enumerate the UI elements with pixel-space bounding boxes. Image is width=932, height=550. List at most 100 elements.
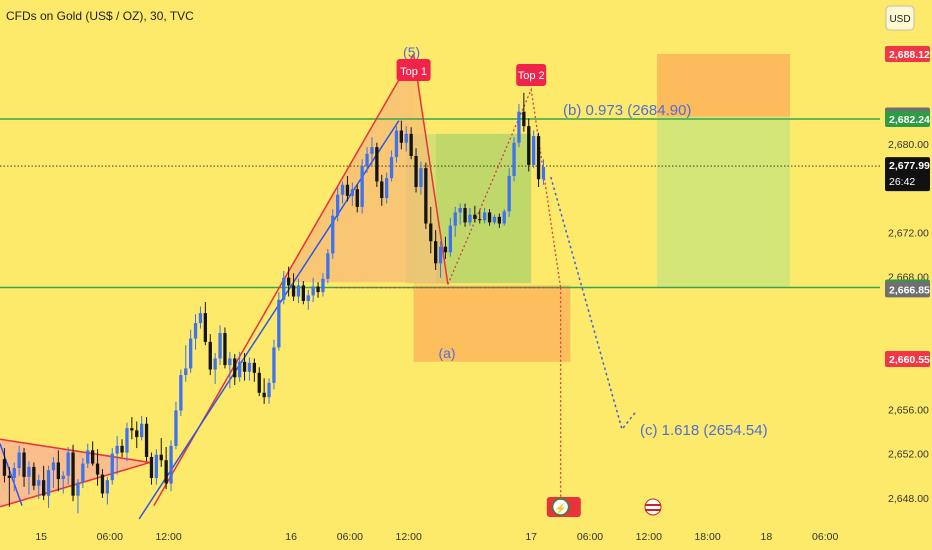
- price-label: 2,688.12: [889, 49, 930, 61]
- candle-body: [365, 153, 369, 166]
- x-tick-label: 15: [35, 531, 47, 543]
- candle-body: [125, 428, 129, 453]
- price-label-bg: [885, 157, 930, 192]
- candle-body: [336, 194, 340, 216]
- candle-body: [120, 445, 124, 453]
- candle-body: [282, 277, 286, 300]
- candle-body: [385, 178, 389, 199]
- wave-c-label: (c) 1.618 (2654.54): [640, 422, 768, 439]
- candle-body: [174, 410, 178, 446]
- candle-body: [434, 241, 438, 264]
- wave-a-target-zone: [413, 285, 571, 362]
- candle-body: [61, 475, 65, 480]
- candle-body: [399, 130, 403, 143]
- candle-body: [345, 184, 350, 196]
- wave-b-range-box: [435, 133, 532, 284]
- candle-body: [522, 111, 526, 127]
- candle-body: [56, 462, 60, 480]
- candle-body: [262, 392, 266, 398]
- candle-body: [238, 361, 242, 378]
- candle-body: [478, 219, 482, 221]
- currency-button[interactable]: [885, 5, 915, 31]
- wave-c-projection: [550, 176, 637, 431]
- candle-body: [71, 452, 75, 496]
- price-label-bg: [885, 111, 930, 128]
- wave-b-dotted-path: [447, 87, 562, 288]
- candle-body: [46, 470, 51, 496]
- candle-body: [17, 452, 21, 468]
- candle-body: [512, 142, 516, 176]
- short-position-target-zone: [657, 116, 790, 288]
- candle-body: [130, 428, 134, 431]
- candle-body: [497, 216, 501, 224]
- lightning-icon[interactable]: [551, 498, 570, 516]
- candle-body: [169, 445, 173, 484]
- candle-body: [66, 452, 70, 476]
- candle-body: [2, 459, 7, 476]
- triangle-blue-line: [0, 443, 23, 506]
- candle-body: [218, 333, 222, 359]
- candle-body: [12, 468, 16, 478]
- price-axis: [880, 0, 932, 520]
- top2-badge: [516, 64, 547, 86]
- candle-body: [527, 126, 531, 165]
- countdown-label: 26:42: [889, 176, 915, 188]
- candle-body: [252, 362, 256, 373]
- wave-b-label: (b) 0.973 (2684.90): [563, 102, 691, 119]
- candle-body: [316, 286, 320, 293]
- price-label: 2,677.99: [889, 160, 930, 172]
- candle-body: [380, 181, 384, 199]
- y-tick-label: 2,648.00: [888, 493, 929, 505]
- short-position-risk-zone: [657, 53, 790, 117]
- candle-body: [424, 168, 428, 224]
- candle-body: [296, 285, 301, 297]
- us-flag-icon[interactable]: [644, 498, 662, 516]
- candle-body: [32, 466, 36, 486]
- y-tick-label: 2,680.00: [888, 139, 929, 151]
- candle-body: [350, 189, 354, 196]
- price-label: 2,666.85: [889, 284, 930, 296]
- candle-body: [242, 361, 247, 372]
- candle-body: [189, 338, 193, 369]
- candle-body: [306, 295, 310, 301]
- candle-body: [389, 157, 394, 179]
- candle-body: [507, 175, 511, 212]
- x-tick-label: 18:00: [694, 531, 720, 543]
- candle-body: [233, 358, 237, 378]
- candle-body: [419, 168, 423, 187]
- chart-title: CFDs on Gold (US$ / OZ), 30, TVC: [6, 9, 194, 23]
- candle-body: [76, 482, 80, 496]
- candle-body: [287, 277, 291, 286]
- candle-body: [247, 362, 252, 372]
- price-label-bg: [885, 45, 930, 62]
- y-tick-label: 2,652.00: [888, 449, 929, 461]
- candle-body: [27, 466, 31, 477]
- candle-body: [463, 208, 467, 223]
- x-tick-label: 06:00: [577, 531, 603, 543]
- candle-body: [164, 460, 168, 484]
- y-tick-label: 2,672.00: [888, 227, 929, 239]
- candle-body: [473, 214, 477, 220]
- x-tick-label: 16: [285, 531, 297, 543]
- candle-body: [154, 454, 158, 478]
- candle-body: [277, 299, 281, 348]
- candle-body: [42, 480, 46, 496]
- candle-body: [414, 156, 418, 187]
- candle-body: [51, 462, 56, 471]
- candle-body: [223, 333, 227, 366]
- candle-body: [458, 208, 462, 213]
- candle-body: [184, 368, 188, 376]
- candle-body: [179, 375, 183, 411]
- time-axis: [0, 520, 932, 550]
- candle-body: [453, 212, 457, 226]
- candle-body: [536, 136, 541, 180]
- candle-body: [105, 480, 109, 494]
- wave-a-label: (a): [438, 345, 455, 361]
- lightning-glyph: ⚡: [554, 502, 566, 515]
- candle-body: [86, 450, 90, 464]
- wave-5-blue-line: [138, 120, 400, 520]
- candle-body: [110, 453, 114, 481]
- top1-label: Top 1: [400, 66, 427, 78]
